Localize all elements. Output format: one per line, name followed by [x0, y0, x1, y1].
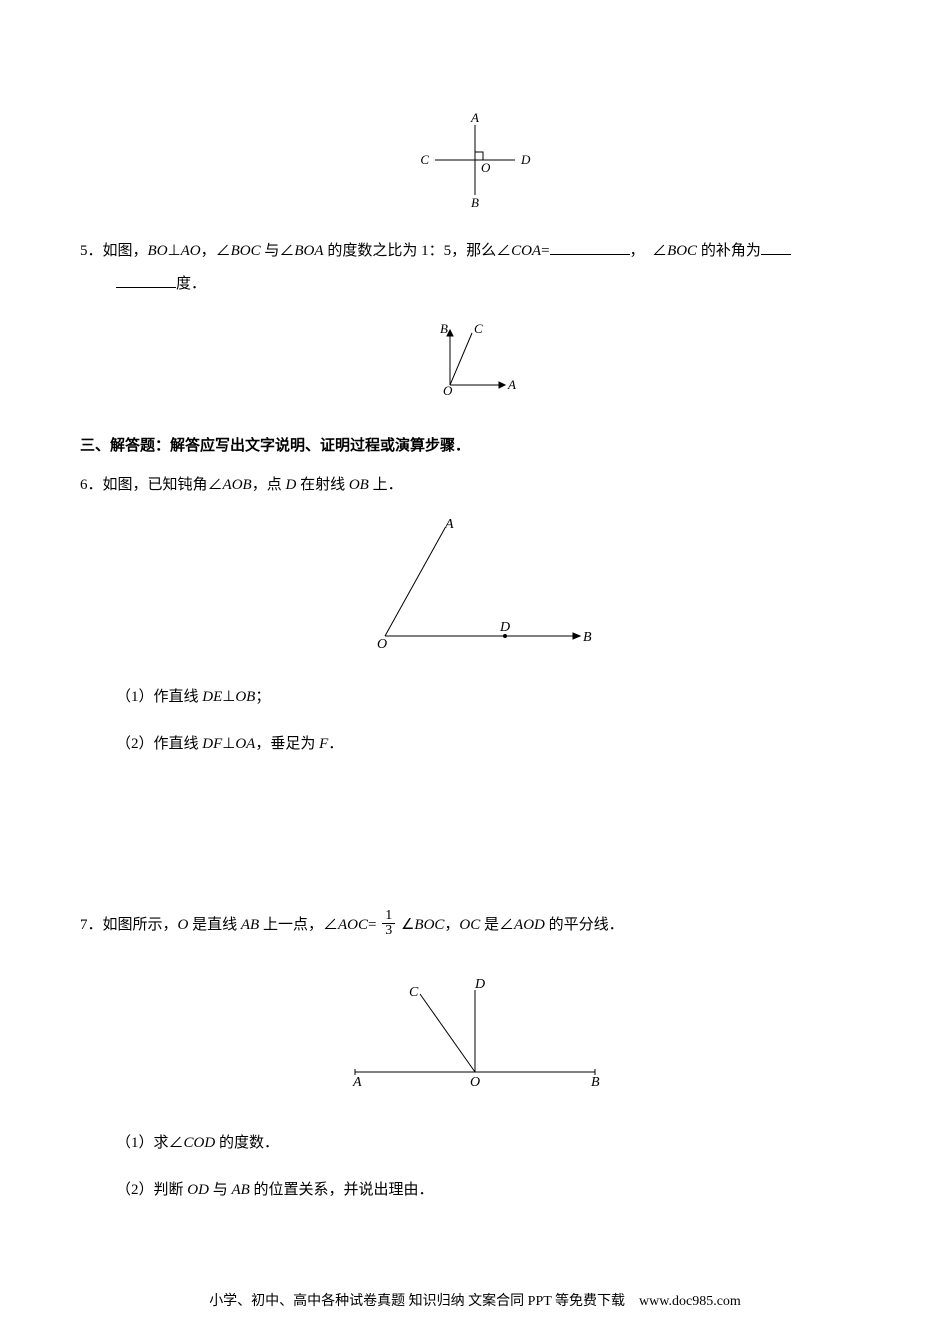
problem-7-sub1: （1）求∠COD 的度数．: [80, 1127, 870, 1160]
svg-text:B: B: [583, 630, 592, 645]
blank-answer-2a: [761, 239, 791, 255]
problem-7-sub2: （2）判断 OD 与 AB 的位置关系，并说出理由．: [80, 1174, 870, 1207]
figure-2: O A B C: [80, 315, 870, 410]
svg-text:B: B: [440, 321, 448, 336]
svg-text:D: D: [474, 977, 485, 992]
figure-4: A B O D C: [80, 972, 870, 1097]
svg-text:D: D: [520, 152, 531, 167]
svg-text:C: C: [420, 152, 429, 167]
svg-text:O: O: [470, 1075, 480, 1090]
svg-text:A: A: [507, 377, 516, 392]
blank-answer-2b: [116, 272, 176, 288]
svg-text:D: D: [499, 620, 510, 635]
figure-1: A B C D O: [80, 110, 870, 215]
svg-text:B: B: [591, 1075, 600, 1090]
figure-3: O B A D: [80, 516, 870, 661]
svg-text:A: A: [470, 110, 479, 125]
problem-number: 5．: [80, 243, 103, 259]
svg-text:B: B: [471, 195, 479, 210]
problem-7: 7．如图所示，O 是直线 AB 上一点，∠AOC= 13 ∠BOC，OC 是∠A…: [80, 909, 870, 942]
fraction-one-third: 13: [382, 909, 395, 938]
svg-text:A: A: [444, 517, 454, 532]
svg-text:C: C: [409, 985, 419, 1000]
problem-6-sub1: （1）作直线 DE⊥OB；: [80, 681, 870, 714]
svg-text:A: A: [352, 1075, 362, 1090]
svg-text:C: C: [474, 321, 483, 336]
problem-6-sub2: （2）作直线 DF⊥OA，垂足为 F．: [80, 728, 870, 761]
problem-5: 5．如图，BO⊥AO，∠BOC 与∠BOA 的度数之比为 1：5，那么∠COA=…: [80, 235, 870, 301]
svg-text:O: O: [443, 383, 453, 398]
page-footer: 小学、初中、高中各种试卷真题 知识归纳 文案合同 PPT 等免费下载 www.d…: [0, 1290, 950, 1310]
problem-6: 6．如图，已知钝角∠AOB，点 D 在射线 OB 上．: [80, 469, 870, 502]
problem-number: 7．: [80, 917, 103, 933]
section-3-title: 三、解答题：解答应写出文字说明、证明过程或演算步骤．: [80, 434, 870, 455]
svg-text:O: O: [481, 160, 491, 175]
blank-answer-1: [550, 239, 630, 255]
svg-text:O: O: [377, 637, 387, 652]
problem-number: 6．: [80, 477, 103, 493]
